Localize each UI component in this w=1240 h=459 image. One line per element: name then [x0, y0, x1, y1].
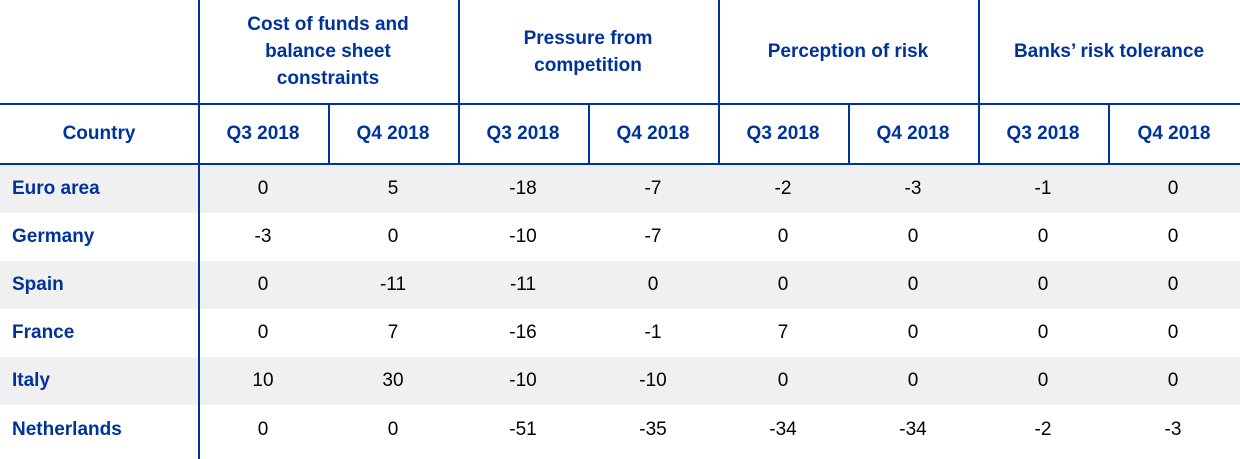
row-country: France: [12, 322, 75, 343]
table-cell: 10: [252, 370, 274, 391]
table-cell: 0: [647, 274, 659, 295]
row-country: Spain: [12, 274, 64, 295]
table-cell: 0: [777, 370, 789, 391]
table-cell: 0: [257, 419, 269, 440]
table-cell: -11: [379, 274, 407, 295]
table-cell: -18: [509, 178, 537, 199]
period-header: Q4 2018: [1137, 123, 1211, 144]
period-header: Q3 2018: [226, 123, 300, 144]
table-cell: 0: [1037, 322, 1049, 343]
table-cell: 0: [1037, 226, 1049, 247]
table-row: Germany -3 0 -10 -7 0 0 0 0: [0, 213, 1240, 261]
table-row: Spain 0 -11 -11 0 0 0 0 0: [0, 261, 1240, 309]
table-cell: 7: [777, 322, 789, 343]
group-header-cost-of-funds: Cost of funds and balance sheet constrai…: [247, 14, 409, 89]
table-cell: -16: [509, 322, 537, 343]
table-cell: -7: [644, 178, 662, 199]
table-cell: 0: [777, 226, 789, 247]
table-cell: 0: [1167, 370, 1179, 391]
table-row: France 0 7 -16 -1 7 0 0 0: [0, 309, 1240, 357]
table-cell: 0: [257, 274, 269, 295]
table-cell: -2: [774, 178, 792, 199]
table-cell: -34: [769, 419, 797, 440]
table-cell: 0: [1167, 226, 1179, 247]
column-divider: [588, 103, 590, 163]
table-cell: -35: [639, 419, 667, 440]
table-cell: 0: [1167, 178, 1179, 199]
table-cell: 5: [387, 178, 399, 199]
column-divider: [198, 0, 200, 459]
table-cell: -3: [904, 178, 922, 199]
country-column-header: Country: [62, 123, 136, 144]
table-cell: 0: [1037, 370, 1049, 391]
table-cell: -3: [1164, 419, 1182, 440]
table-cell: -51: [509, 419, 537, 440]
column-divider: [978, 0, 980, 163]
table-cell: 0: [1037, 274, 1049, 295]
table-cell: -10: [509, 370, 537, 391]
header-rule-top: [0, 103, 1240, 105]
header-rule-bottom: [0, 163, 1240, 165]
column-divider: [458, 0, 460, 163]
table-row: Euro area 0 5 -18 -7 -2 -3 -1 0: [0, 165, 1240, 213]
row-country: Euro area: [12, 178, 100, 199]
table-cell: 0: [907, 322, 919, 343]
period-header: Q3 2018: [746, 123, 820, 144]
table-cell: 7: [387, 322, 399, 343]
table-cell: -7: [644, 226, 662, 247]
table-cell: -11: [509, 274, 537, 295]
table-cell: -2: [1034, 419, 1052, 440]
row-country: Germany: [12, 226, 95, 247]
table-row: Netherlands 0 0 -51 -35 -34 -34 -2 -3: [0, 406, 1240, 454]
table-cell: -1: [644, 322, 662, 343]
row-country: Netherlands: [12, 419, 122, 440]
period-header: Q4 2018: [356, 123, 430, 144]
table-cell: 0: [1167, 274, 1179, 295]
column-divider: [328, 103, 330, 163]
group-header-risk-perception: Perception of risk: [767, 41, 929, 62]
table-cell: 0: [257, 178, 269, 199]
column-divider: [718, 0, 720, 163]
period-header: Q4 2018: [876, 123, 950, 144]
group-header-competition: Pressure from competition: [523, 27, 653, 76]
period-header: Q3 2018: [486, 123, 560, 144]
table-cell: -10: [639, 370, 667, 391]
column-divider: [848, 103, 850, 163]
row-country: Italy: [12, 370, 51, 391]
table-cell: 30: [382, 370, 404, 391]
table-cell: -34: [899, 419, 927, 440]
table-cell: 0: [387, 419, 399, 440]
table-cell: 0: [907, 274, 919, 295]
column-divider: [1108, 103, 1110, 163]
period-header: Q4 2018: [616, 123, 690, 144]
table-cell: 0: [907, 370, 919, 391]
table-cell: 0: [1167, 322, 1179, 343]
period-header: Q3 2018: [1006, 123, 1080, 144]
table-cell: 0: [257, 322, 269, 343]
table-cell: -3: [254, 226, 272, 247]
table-row: Italy 10 30 -10 -10 0 0 0 0: [0, 357, 1240, 405]
group-header-risk-tolerance: Banks’ risk tolerance: [1013, 41, 1205, 62]
table-cell: 0: [777, 274, 789, 295]
table-cell: -10: [509, 226, 537, 247]
table-cell: -1: [1034, 178, 1052, 199]
table-cell: 0: [907, 226, 919, 247]
table-cell: 0: [387, 226, 399, 247]
